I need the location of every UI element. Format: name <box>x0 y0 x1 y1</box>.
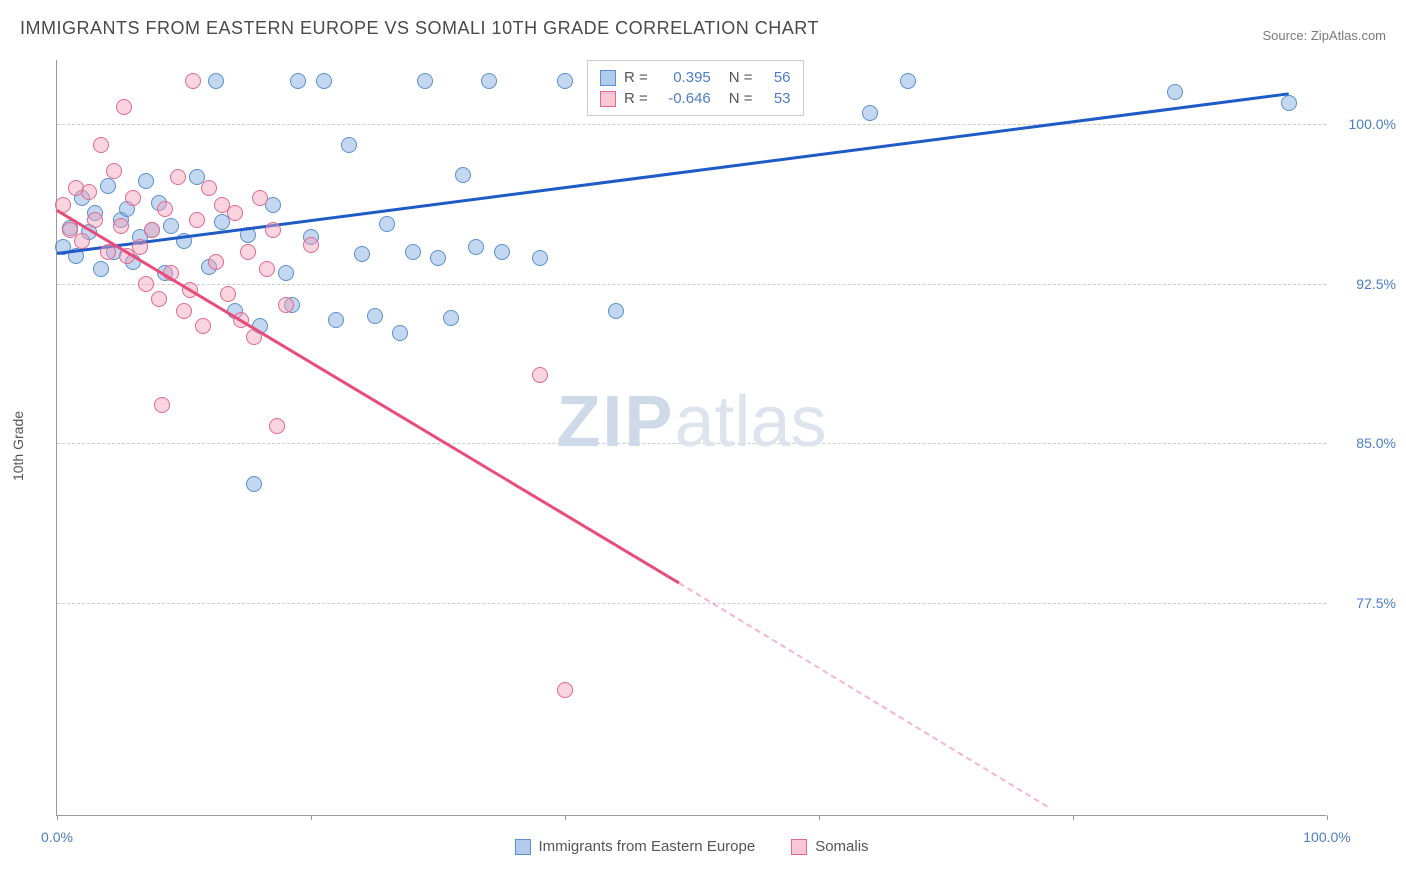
legend-swatch-a <box>600 70 616 86</box>
x-tick-label: 0.0% <box>41 829 73 845</box>
data-point <box>246 476 262 492</box>
data-point <box>100 178 116 194</box>
data-point <box>227 205 243 221</box>
data-point <box>81 184 97 200</box>
data-point <box>290 73 306 89</box>
legend-row-somalis: R = -0.646 N = 53 <box>600 88 791 109</box>
data-point <box>151 291 167 307</box>
data-point <box>328 312 344 328</box>
data-point <box>144 222 160 238</box>
trend-line <box>57 92 1289 255</box>
y-axis-label: 10th Grade <box>10 411 26 481</box>
data-point <box>455 167 471 183</box>
data-point <box>157 201 173 217</box>
chart-title: IMMIGRANTS FROM EASTERN EUROPE VS SOMALI… <box>20 18 819 39</box>
correlation-legend: R = 0.395 N = 56 R = -0.646 N = 53 <box>587 60 804 116</box>
series-legend: Immigrants from Eastern Europe Somalis <box>514 838 868 855</box>
data-point <box>87 212 103 228</box>
data-point <box>608 303 624 319</box>
gridline <box>57 124 1326 125</box>
data-point <box>392 325 408 341</box>
data-point <box>468 239 484 255</box>
data-point <box>113 218 129 234</box>
source-attribution: Source: ZipAtlas.com <box>1262 28 1386 43</box>
x-tick-label: 100.0% <box>1303 829 1350 845</box>
data-point <box>208 73 224 89</box>
data-point <box>494 244 510 260</box>
gridline <box>57 284 1326 285</box>
data-point <box>443 310 459 326</box>
legend-swatch-b <box>600 91 616 107</box>
data-point <box>265 222 281 238</box>
data-point <box>93 137 109 153</box>
data-point <box>154 397 170 413</box>
y-tick-label: 77.5% <box>1336 595 1396 611</box>
data-point <box>532 250 548 266</box>
legend-swatch-b <box>791 839 807 855</box>
data-point <box>106 163 122 179</box>
trend-line <box>56 209 680 584</box>
data-point <box>195 318 211 334</box>
y-tick-label: 85.0% <box>1336 435 1396 451</box>
data-point <box>208 254 224 270</box>
watermark: ZIPatlas <box>556 381 826 463</box>
data-point <box>138 276 154 292</box>
gridline <box>57 443 1326 444</box>
data-point <box>170 169 186 185</box>
y-tick-label: 100.0% <box>1336 116 1396 132</box>
x-tick-mark <box>311 815 312 820</box>
data-point <box>176 303 192 319</box>
trend-line-extrapolated <box>679 582 1048 807</box>
data-point <box>354 246 370 262</box>
data-point <box>557 73 573 89</box>
data-point <box>132 239 148 255</box>
data-point <box>316 73 332 89</box>
data-point <box>405 244 421 260</box>
data-point <box>557 682 573 698</box>
data-point <box>74 233 90 249</box>
data-point <box>278 297 294 313</box>
data-point <box>379 216 395 232</box>
legend-swatch-a <box>514 839 530 855</box>
data-point <box>430 250 446 266</box>
x-tick-mark <box>819 815 820 820</box>
data-point <box>367 308 383 324</box>
data-point <box>259 261 275 277</box>
data-point <box>252 190 268 206</box>
x-tick-mark <box>57 815 58 820</box>
data-point <box>220 286 236 302</box>
data-point <box>278 265 294 281</box>
legend-row-eastern-europe: R = 0.395 N = 56 <box>600 67 791 88</box>
data-point <box>189 212 205 228</box>
data-point <box>93 261 109 277</box>
data-point <box>201 180 217 196</box>
data-point <box>163 218 179 234</box>
data-point <box>1281 95 1297 111</box>
gridline <box>57 603 1326 604</box>
legend-item-somalis: Somalis <box>791 838 868 855</box>
x-tick-mark <box>1073 815 1074 820</box>
data-point <box>532 367 548 383</box>
data-point <box>1167 84 1183 100</box>
data-point <box>138 173 154 189</box>
legend-item-eastern-europe: Immigrants from Eastern Europe <box>514 838 755 855</box>
data-point <box>481 73 497 89</box>
data-point <box>862 105 878 121</box>
data-point <box>185 73 201 89</box>
data-point <box>341 137 357 153</box>
data-point <box>900 73 916 89</box>
data-point <box>116 99 132 115</box>
scatter-chart: ZIPatlas R = 0.395 N = 56 R = -0.646 N =… <box>56 60 1326 816</box>
x-tick-mark <box>565 815 566 820</box>
y-tick-label: 92.5% <box>1336 276 1396 292</box>
x-tick-mark <box>1327 815 1328 820</box>
data-point <box>303 237 319 253</box>
data-point <box>125 190 141 206</box>
data-point <box>417 73 433 89</box>
data-point <box>269 418 285 434</box>
data-point <box>240 244 256 260</box>
